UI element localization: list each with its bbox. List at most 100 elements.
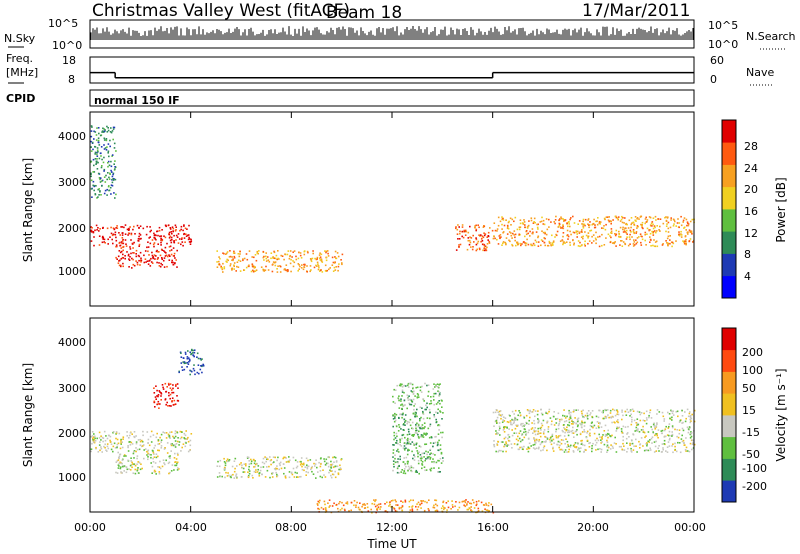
heatmap-cell (116, 438, 119, 441)
heatmap-cell (99, 178, 101, 181)
heatmap-cell (496, 416, 499, 419)
heatmap-cell (175, 383, 177, 386)
heatmap-cell (337, 472, 340, 474)
heatmap-cell (183, 362, 186, 365)
heatmap-cell (174, 440, 177, 442)
heatmap-cell (178, 444, 180, 446)
heatmap-cell (160, 241, 162, 244)
heatmap-cell (428, 499, 430, 501)
heatmap-cell (614, 414, 617, 417)
heatmap-cell (514, 409, 517, 412)
heatmap-cell (685, 243, 687, 246)
heatmap-cell (251, 264, 254, 266)
heatmap-cell (436, 504, 439, 507)
heatmap-cell (174, 224, 177, 227)
heatmap-cell (601, 227, 603, 229)
heatmap-cell (179, 351, 182, 354)
heatmap-cell (689, 416, 692, 419)
heatmap-cell (682, 221, 684, 223)
heatmap-cell (677, 436, 680, 439)
heatmap-cell (507, 444, 510, 446)
heatmap-cell (665, 225, 668, 227)
heatmap-cell (246, 457, 249, 459)
heatmap-cell (535, 241, 538, 243)
heatmap-cell (652, 423, 655, 426)
heatmap-cell (120, 442, 122, 444)
heatmap-cell (493, 445, 496, 448)
heatmap-cell (181, 237, 183, 239)
heatmap-cell (532, 432, 534, 434)
heatmap-cell (616, 217, 619, 220)
heatmap-cell (615, 430, 618, 432)
heatmap-cell (415, 423, 417, 426)
heatmap-cell (256, 252, 259, 254)
heatmap-cell (125, 466, 128, 469)
heatmap-cell (171, 259, 173, 262)
heatmap-cell (549, 437, 552, 439)
heatmap-cell (346, 501, 349, 503)
heatmap-cell (131, 257, 133, 260)
heatmap-cell (269, 459, 272, 462)
heatmap-cell (112, 431, 115, 433)
heatmap-cell (503, 420, 506, 422)
heatmap-cell (288, 461, 290, 463)
heatmap-cell (118, 456, 120, 459)
heatmap-cell (146, 225, 148, 228)
heatmap-cell (170, 443, 172, 445)
heatmap-cell (521, 425, 524, 428)
heatmap-cell (680, 215, 682, 218)
heatmap-cell (218, 256, 220, 258)
heatmap-cell (146, 246, 148, 249)
heatmap-cell (147, 250, 149, 253)
heatmap-cell (546, 412, 549, 415)
heatmap-cell (151, 465, 154, 468)
heatmap-cell (482, 504, 485, 506)
heatmap-cell (98, 194, 100, 196)
heatmap-cell (157, 466, 159, 468)
heatmap-cell (663, 443, 666, 445)
heatmap-cell (162, 386, 164, 389)
heatmap-cell (458, 226, 460, 228)
heatmap-cell (515, 244, 517, 247)
heatmap-cell (681, 440, 684, 443)
heatmap-cell (139, 444, 142, 446)
heatmap-cell (133, 450, 135, 453)
heatmap-cell (409, 438, 412, 441)
heatmap-cell (567, 238, 569, 240)
heatmap-cell (495, 433, 497, 435)
heatmap-cell (557, 412, 560, 415)
heatmap-cell (573, 421, 575, 424)
heatmap-cell (405, 447, 407, 449)
heatmap-cell (436, 412, 439, 414)
heatmap-cell (159, 265, 162, 268)
heatmap-cell (130, 457, 132, 459)
heatmap-cell (566, 431, 569, 434)
heatmap-cell (541, 413, 544, 416)
heatmap-cell (147, 442, 149, 444)
heatmap-cell (616, 411, 619, 413)
freq-label-line1: Freq. (6, 52, 33, 65)
heatmap-cell (107, 143, 110, 145)
heatmap-cell (257, 252, 259, 255)
heatmap-cell (150, 456, 152, 459)
heatmap-cell (688, 450, 691, 453)
heatmap-cell (677, 441, 679, 444)
heatmap-cell (401, 469, 403, 471)
heatmap-cell (168, 461, 171, 464)
heatmap-cell (393, 465, 395, 468)
heatmap-cell (247, 471, 249, 473)
heatmap-cell (591, 421, 593, 424)
heatmap-cell (427, 451, 429, 453)
heatmap-cell (234, 457, 237, 460)
heatmap-cell (304, 263, 306, 266)
heatmap-cell (402, 433, 405, 436)
heatmap-cell (124, 239, 127, 241)
heatmap-cell (612, 408, 614, 411)
heatmap-cell (253, 466, 255, 468)
heatmap-cell (432, 445, 434, 448)
heatmap-cell (497, 441, 500, 443)
heatmap-cell (413, 454, 415, 456)
heatmap-cell (518, 448, 520, 451)
heatmap-cell (685, 239, 687, 241)
heatmap-cell (110, 226, 112, 229)
